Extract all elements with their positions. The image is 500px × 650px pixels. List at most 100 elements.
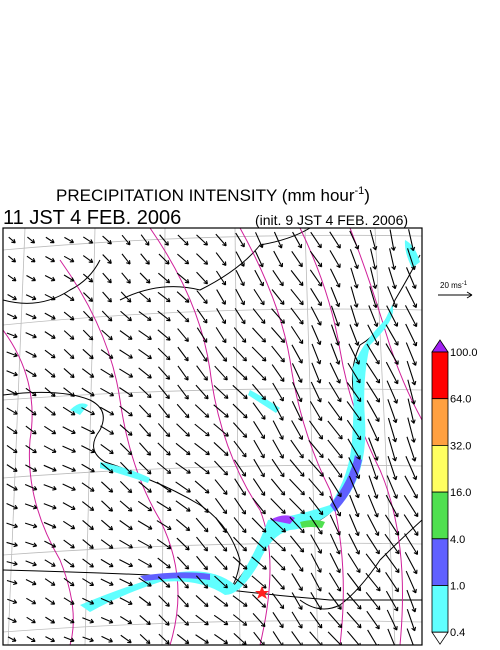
wind-arrow <box>309 420 324 440</box>
wind-arrow <box>158 253 170 265</box>
wind-arrow <box>25 313 37 320</box>
wind-arrow <box>121 253 131 265</box>
wind-arrow <box>100 539 114 549</box>
wind-arrow <box>350 286 359 308</box>
wind-arrow <box>368 305 379 327</box>
wind-arrow <box>310 592 322 611</box>
wind-arrow <box>157 442 171 456</box>
wind-arrow <box>291 400 303 422</box>
wind-arrow <box>100 349 114 359</box>
wind-arrow <box>119 559 134 568</box>
wind-arrow <box>138 461 152 475</box>
wind-arrow <box>214 556 228 571</box>
wind-arrow <box>289 497 306 515</box>
wind-arrow <box>290 270 304 287</box>
wind-arrow <box>407 417 416 443</box>
wind-arrow <box>308 478 324 496</box>
wind-arrow <box>119 349 133 359</box>
wind-legend-label: 20 ms-1 <box>440 281 468 290</box>
wind-arrow <box>407 379 416 405</box>
wind-arrow <box>348 457 361 480</box>
wind-arrow <box>63 330 75 340</box>
wind-arrow <box>270 478 286 496</box>
wind-arrow <box>7 274 17 282</box>
wind-arrow <box>196 290 208 304</box>
wind-arrow <box>308 440 324 459</box>
wind-arrow <box>273 250 284 268</box>
wind-arrow <box>215 270 227 286</box>
wind-arrow <box>194 442 210 456</box>
wind-arrow <box>328 381 342 403</box>
wind-arrow <box>177 614 190 626</box>
wind-arrow <box>252 383 267 401</box>
wind-arrow <box>233 440 247 458</box>
wind-arrow <box>140 234 150 246</box>
wind-arrow <box>82 519 94 531</box>
wind-arrow <box>385 590 399 612</box>
wind-arrow <box>81 407 95 416</box>
wind-arrow <box>369 229 378 251</box>
wind-arrow <box>387 455 398 481</box>
wind-arrow <box>251 365 267 381</box>
wind-arrow <box>119 387 134 397</box>
wind-arrow <box>290 326 304 345</box>
wind-arrow <box>366 610 380 630</box>
wind-arrow <box>176 423 191 437</box>
wind-arrow <box>82 273 94 283</box>
wind-arrow <box>291 344 303 364</box>
wind-arrow <box>102 272 112 284</box>
wind-arrow <box>24 503 38 510</box>
wind-arrow <box>196 536 209 552</box>
wind-arrow <box>404 475 418 499</box>
wind-arrow <box>350 305 359 327</box>
wind-arrow <box>289 535 305 553</box>
wind-arrow <box>251 346 267 362</box>
wind-vectors <box>6 229 419 645</box>
wind-arrow <box>311 343 322 365</box>
title-main: PRECIPITATION INTENSITY (mm hour <box>56 186 355 205</box>
wind-arrow <box>196 271 209 285</box>
wind-arrow <box>404 533 419 555</box>
wind-arrow <box>63 558 75 568</box>
wind-arrow <box>102 291 112 303</box>
wind-arrow <box>370 248 378 270</box>
wind-arrow <box>119 330 133 340</box>
wind-arrow <box>213 385 229 400</box>
wind-arrow <box>271 345 285 363</box>
wind-arrow <box>308 459 324 477</box>
wind-arrow <box>232 403 248 419</box>
wind-arrow <box>81 368 95 378</box>
wind-arrow <box>367 324 380 346</box>
wind-arrow <box>347 438 361 460</box>
wind-arrow <box>389 248 397 271</box>
wind-arrow <box>405 286 418 308</box>
wind-arrow <box>138 596 152 606</box>
wind-arrow <box>327 458 343 478</box>
wind-arrow <box>235 251 245 267</box>
wind-arrow <box>216 289 226 305</box>
wind-arrow <box>346 611 362 629</box>
wind-arrow <box>177 575 189 589</box>
wind-arrow <box>137 500 153 512</box>
wind-arrow <box>101 635 113 643</box>
wind-arrow <box>176 272 190 284</box>
wind-arrow <box>139 442 152 456</box>
wind-arrow <box>235 288 245 306</box>
wind-arrow <box>139 272 151 284</box>
wind-arrow <box>158 272 171 284</box>
wind-arrow <box>348 475 360 499</box>
wind-arrow <box>387 417 398 443</box>
wind-arrow <box>25 332 37 339</box>
valid-time: 11 JST 4 FEB. 2006 <box>3 207 181 229</box>
wind-arrow <box>386 305 399 327</box>
wind-arrow <box>309 250 323 268</box>
wind-arrow <box>272 269 284 287</box>
wind-arrow <box>100 578 114 586</box>
wind-arrow <box>349 230 360 250</box>
wind-arrow <box>330 305 340 327</box>
wind-arrow <box>177 384 189 400</box>
wind-arrow <box>177 253 190 265</box>
wind-arrow <box>389 229 396 251</box>
wind-arrow <box>196 555 208 571</box>
wind-arrow <box>100 558 114 568</box>
